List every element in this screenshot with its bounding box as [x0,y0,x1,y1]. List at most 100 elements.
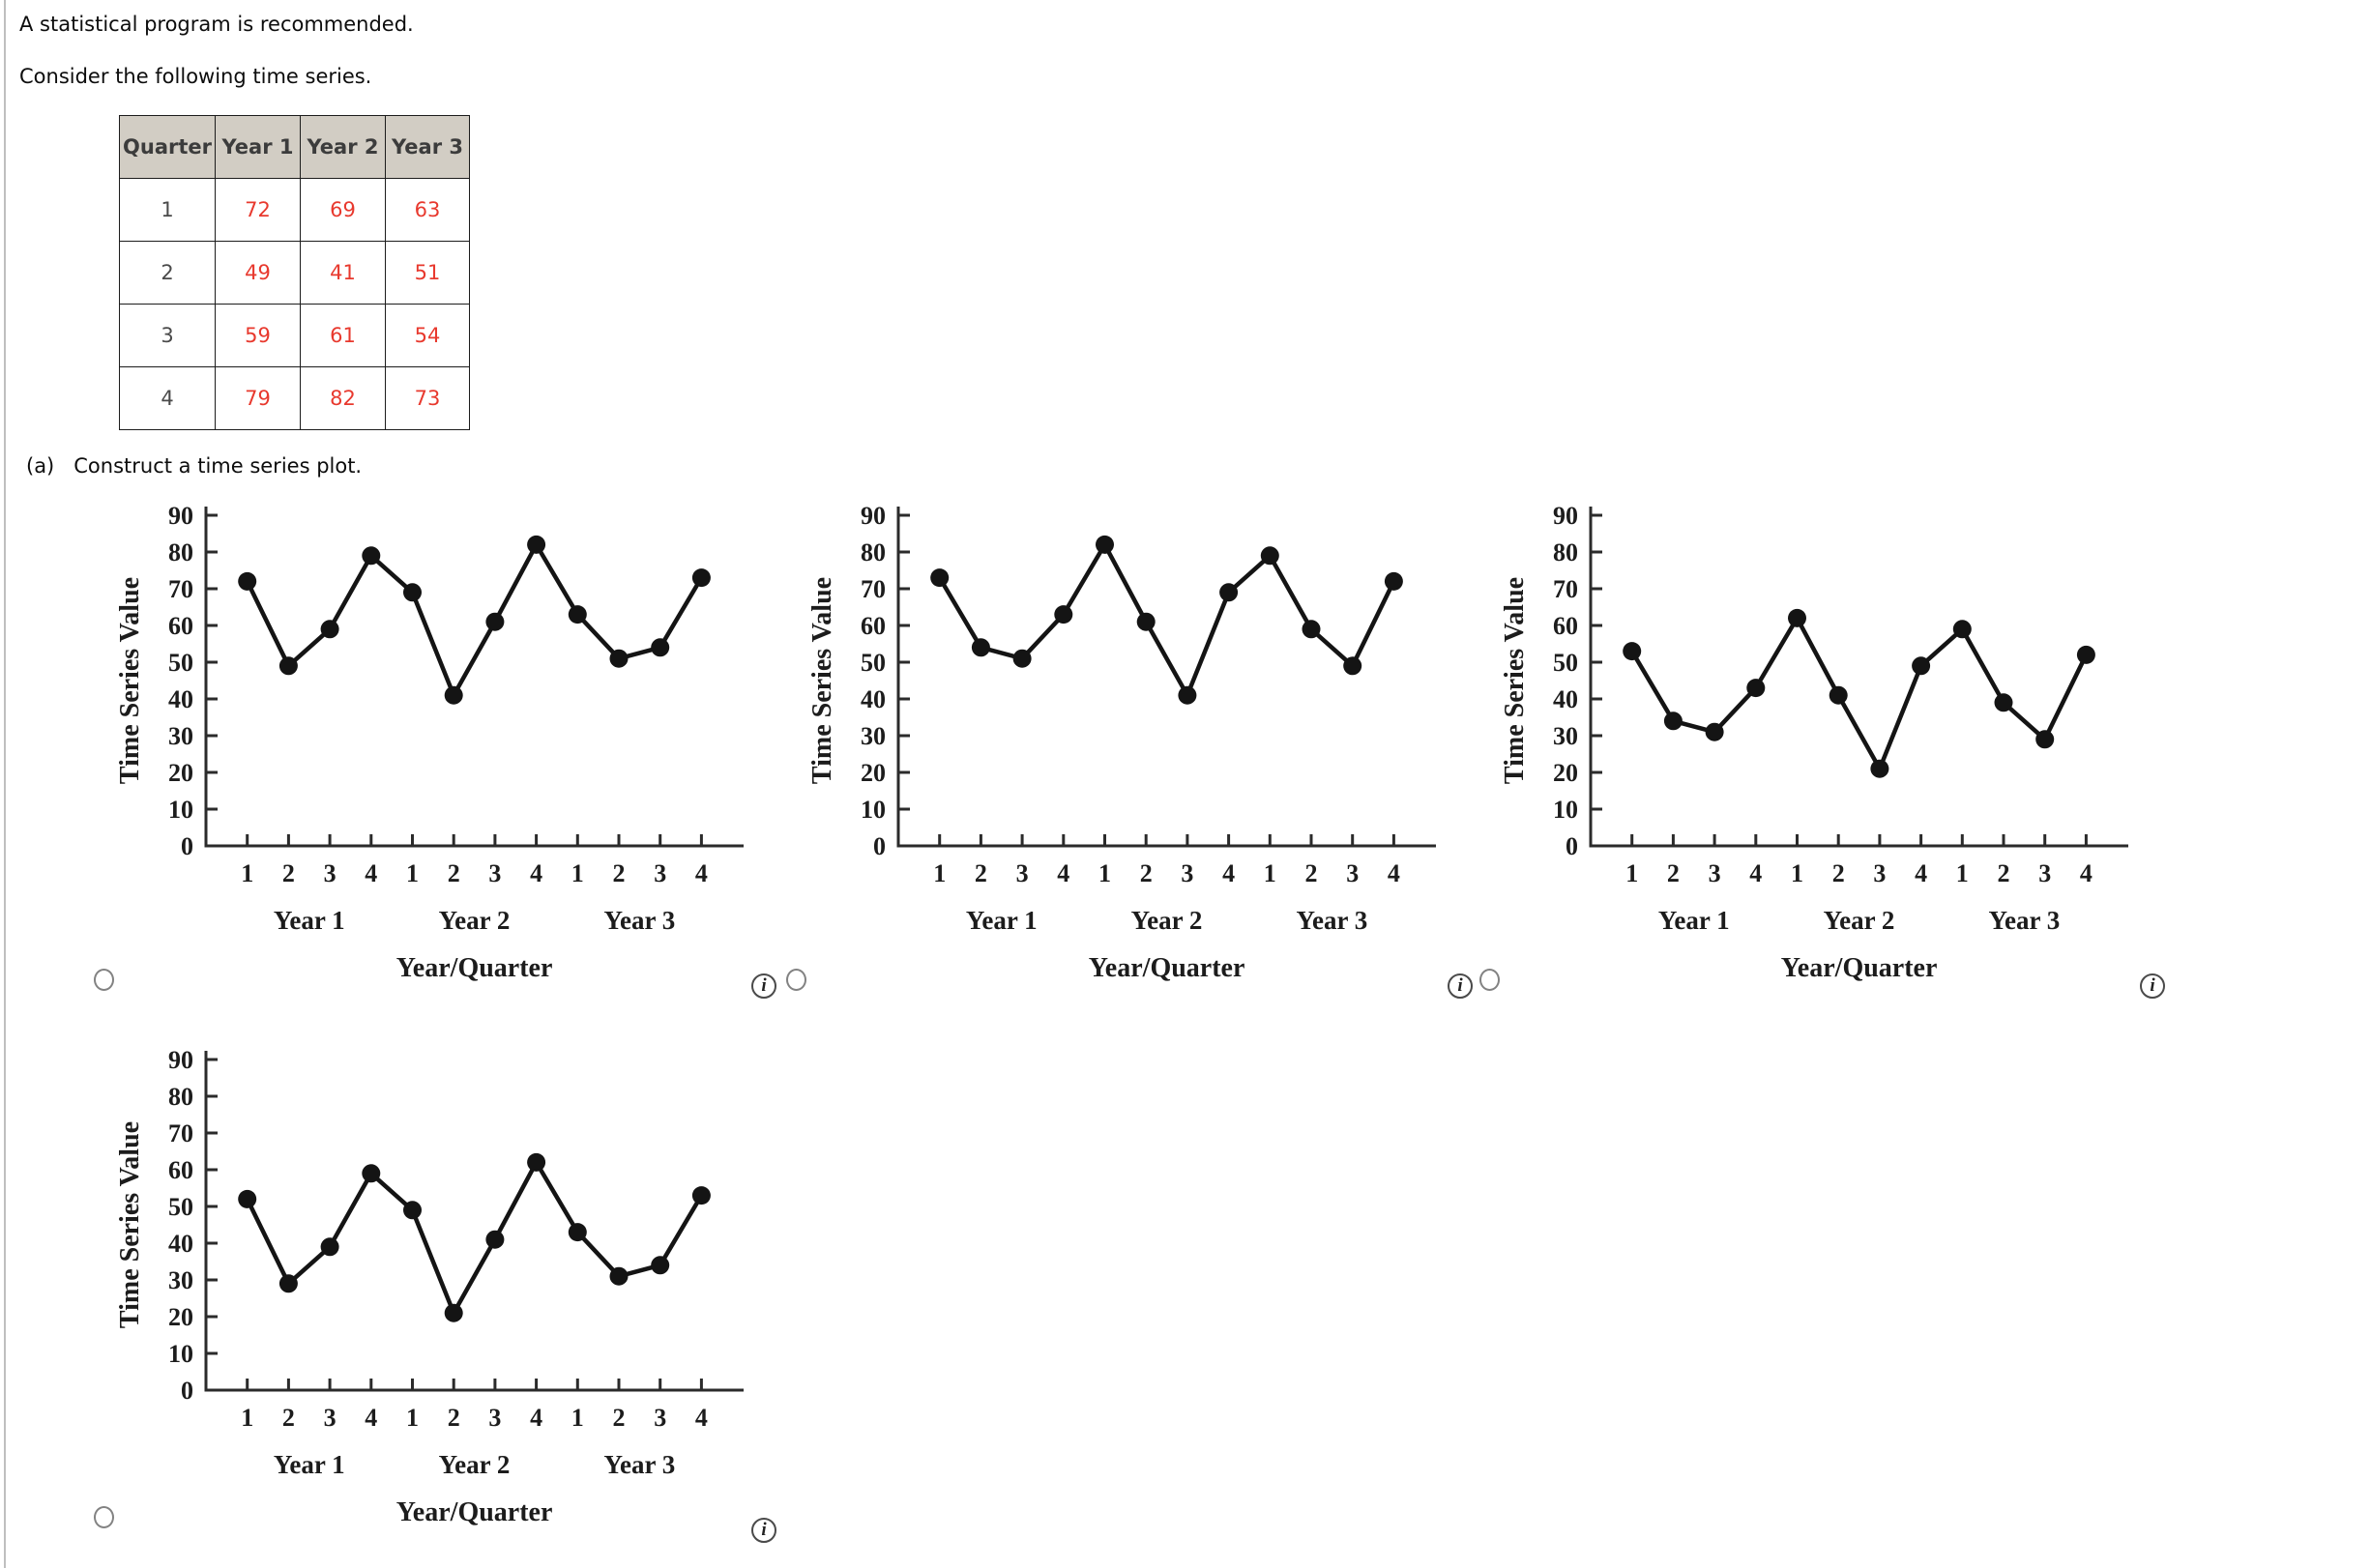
y-tick-label: 10 [1553,796,1578,824]
y-tick-label: 80 [168,538,193,566]
instruction-text: A statistical program is recommended. [19,13,414,36]
x-tick-label: 1 [241,1404,253,1432]
value-cell: 59 [215,304,301,367]
table-header-year-2: Year 2 [300,115,386,179]
option-1-info-icon[interactable]: i [751,973,776,999]
year-group-label: Year 3 [603,906,675,935]
year-group-label: Year 2 [1824,906,1895,935]
data-point [1384,571,1403,591]
quarter-cell: 3 [119,304,216,367]
x-tick-label: 1 [571,1404,584,1432]
x-tick-label: 2 [282,1404,295,1432]
y-tick-label: 50 [1553,649,1578,677]
value-cell: 79 [215,366,301,430]
data-point [1343,656,1362,676]
data-point [444,1303,463,1322]
data-point [1870,759,1889,778]
option-3-radio[interactable] [1479,969,1500,991]
table-header-year-1: Year 1 [215,115,301,179]
data-point [1178,685,1197,705]
x-axis-title: Year/Quarter [396,1497,553,1527]
year-group-label: Year 1 [274,1450,345,1479]
x-tick-label: 2 [1998,859,2010,887]
x-tick-label: 3 [1181,859,1193,887]
option-4-info-icon[interactable]: i [751,1518,776,1543]
data-point [1623,642,1642,661]
y-tick-label: 90 [168,1046,193,1074]
part-a-text: Construct a time series plot. [73,454,363,478]
data-point [527,1152,546,1172]
option-3-info-icon[interactable]: i [2140,973,2165,999]
year-group-label: Year 2 [1131,906,1203,935]
x-tick-label: 3 [654,859,666,887]
data-point [1054,605,1073,624]
series-line [245,1160,704,1316]
y-tick-label: 90 [168,502,193,530]
x-tick-label: 2 [975,859,987,887]
option-2-radio[interactable] [786,969,806,991]
x-tick-label: 2 [1832,859,1845,887]
y-tick-label: 60 [861,612,886,640]
quarter-cell: 1 [119,178,216,242]
data-point [1219,583,1239,602]
quarter-cell: 2 [119,241,216,305]
x-tick-label: 2 [448,859,460,887]
y-tick-label: 70 [861,575,886,603]
value-cell: 63 [385,178,470,242]
y-tick-label: 80 [1553,538,1578,566]
data-point [362,1164,381,1183]
x-tick-label: 2 [613,1404,626,1432]
data-point [651,1256,670,1275]
y-tick-label: 50 [168,649,193,677]
y-tick-label: 30 [1553,722,1578,750]
data-point [485,1230,505,1249]
option-1-radio[interactable] [94,969,114,991]
y-tick-label: 40 [861,685,886,713]
y-tick-label: 50 [168,1193,193,1221]
y-tick-label: 30 [168,1266,193,1294]
x-tick-label: 3 [324,859,337,887]
page-left-border [4,0,6,1568]
y-tick-label: 0 [1566,832,1578,860]
y-axis-title: Time Series Value [115,1121,145,1328]
y-tick-label: 40 [1553,685,1578,713]
y-tick-label: 70 [1553,575,1578,603]
table-header-row: Quarter Year 1 Year 2 Year 3 [119,115,470,179]
x-tick-label: 2 [448,1404,460,1432]
x-tick-label: 1 [1098,859,1111,887]
data-point [403,583,422,602]
x-tick-label: 1 [241,859,253,887]
data-point [1952,620,1972,639]
data-point [1829,685,1848,705]
option-4-radio[interactable] [94,1506,114,1528]
data-point [2035,730,2055,749]
data-point [238,1189,257,1208]
table-header-quarter: Quarter [119,115,216,179]
y-tick-label: 0 [181,1377,193,1405]
value-cell: 82 [300,366,386,430]
series-line [937,542,1396,698]
x-axis-title: Year/Quarter [396,953,553,983]
x-tick-label: 3 [1346,859,1359,887]
part-a-question: (a) Construct a time series plot. [26,454,362,478]
y-tick-label: 40 [168,685,193,713]
option-2-info-icon[interactable]: i [1448,973,1473,999]
year-group-label: Year 3 [1296,906,1367,935]
table-row: 3 59 61 54 [119,304,470,367]
year-group-label: Year 1 [1658,906,1730,935]
x-tick-label: 2 [282,859,295,887]
data-point [238,571,257,591]
data-point [444,685,463,705]
data-point [1994,693,2013,712]
table-row: 4 79 82 73 [119,366,470,430]
data-point [320,620,339,639]
year-group-label: Year 1 [274,906,345,935]
x-tick-label: 4 [1749,859,1762,887]
y-tick-label: 30 [168,722,193,750]
data-point [485,612,505,631]
x-tick-label: 4 [1388,859,1400,887]
x-tick-label: 1 [571,859,584,887]
